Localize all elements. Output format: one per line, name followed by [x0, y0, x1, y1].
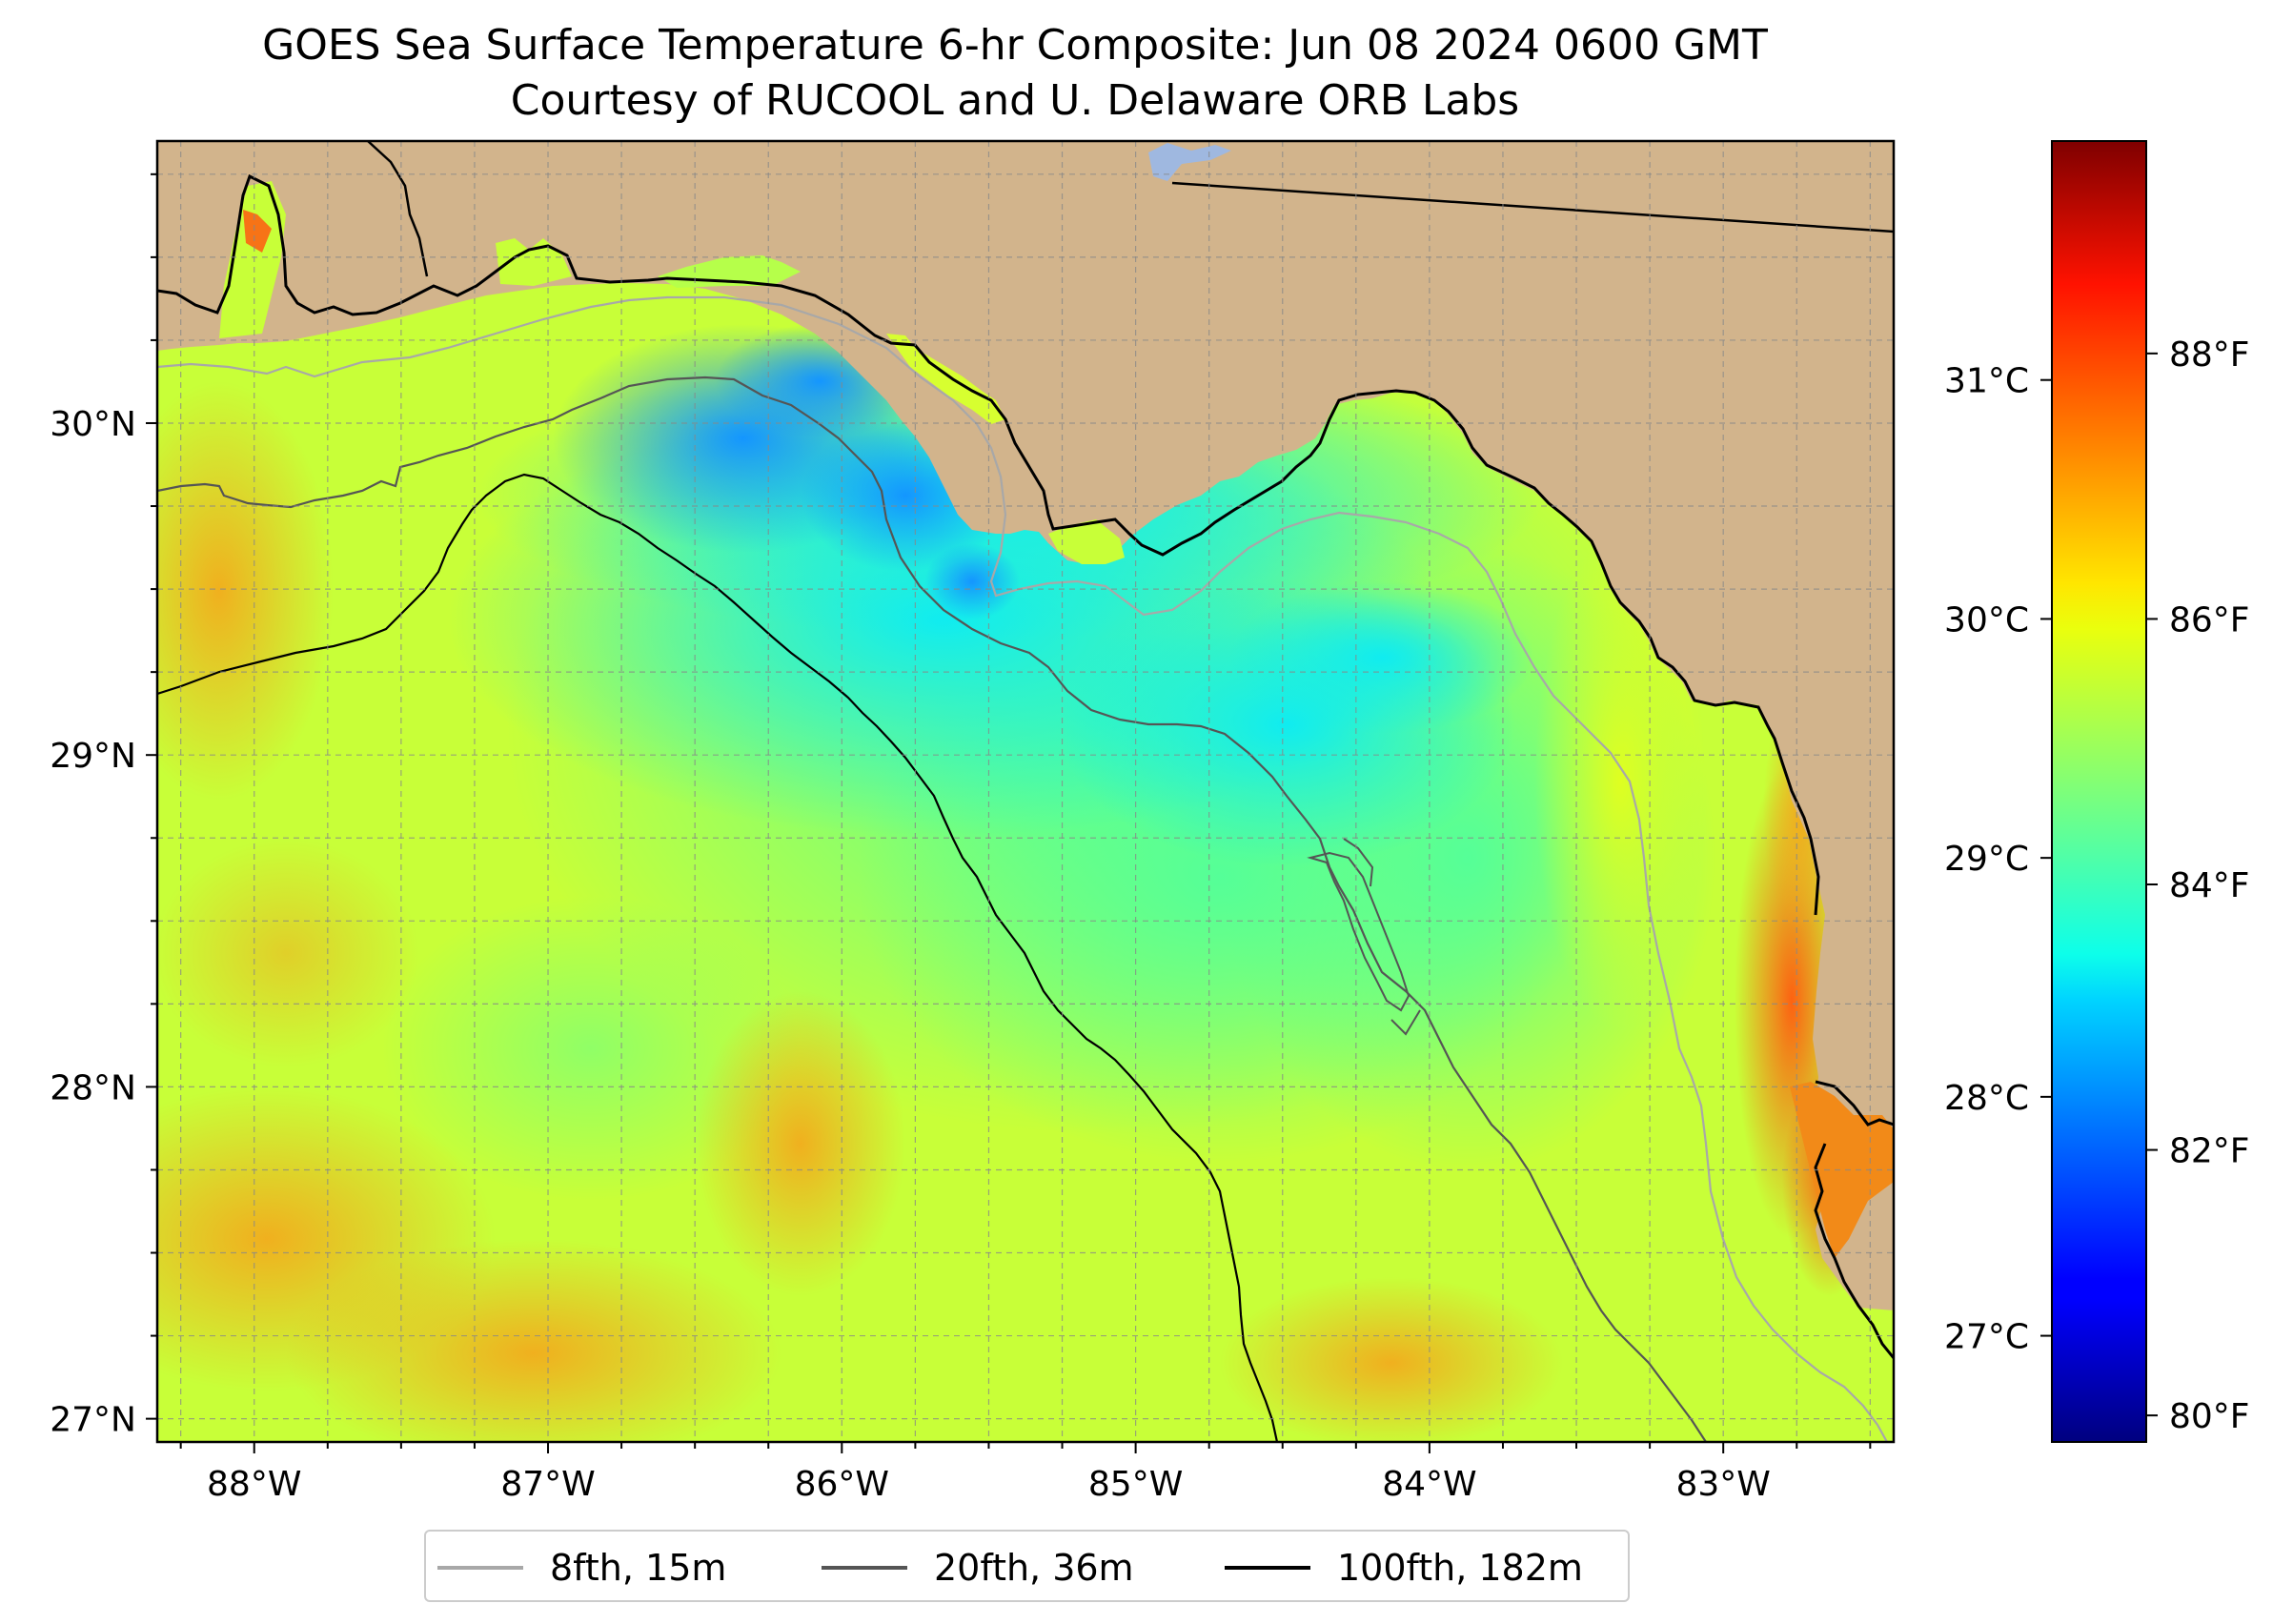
y-tick-label: 29°N [50, 737, 136, 776]
colorbar-ticks: 80°F 82°F 84°F 86°F 88°F 27°C 28°C 29°C 30°C 31°C [1944, 335, 2249, 1436]
colorbar-tick-label-c: 30°C [1944, 600, 2029, 639]
map-subtitle: Courtesy of RUCOOL and U. Delaware ORB L… [510, 76, 1520, 125]
x-tick-label: 83°W [1675, 1465, 1770, 1504]
lake [1148, 143, 1231, 181]
legend-label: 8fth, 15m [550, 1547, 727, 1589]
map-frame [155, 139, 1896, 1444]
colorbar-tick-label-f: 80°F [2169, 1397, 2250, 1436]
map-axes: 88°W 87°W 86°W 85°W 84°W 83°W 30°N 29°N 28°N 27°N [50, 173, 1872, 1504]
state-boundary-west [367, 141, 429, 277]
isobath-20fth [157, 376, 1707, 1442]
legend: 8fth, 15m 20fth, 36m 100fth, 182m [424, 1530, 1630, 1602]
st-andrews-bay [886, 334, 1005, 424]
isobath-8fth [157, 295, 1888, 1442]
x-tick-label: 85°W [1088, 1465, 1183, 1504]
pensacola-bay [496, 238, 572, 286]
x-tick-label: 87°W [500, 1465, 595, 1504]
colorbar-tick-label-f: 84°F [2169, 866, 2250, 905]
x-tick-label: 84°W [1382, 1465, 1476, 1504]
map-title: GOES Sea Surface Temperature 6-hr Compos… [262, 21, 1768, 70]
colorbar-tick-label-c: 31°C [1944, 362, 2029, 401]
legend-item-100fth: 100fth, 182m [1225, 1532, 1583, 1604]
colorbar-tick-label-c: 29°C [1944, 840, 2029, 879]
colorbar-tick-label-c: 28°C [1944, 1079, 2029, 1118]
land-mass [157, 141, 1894, 1310]
colorbar-tick-label-f: 88°F [2169, 335, 2250, 375]
gridlines [157, 141, 1894, 1442]
mobile-bay [219, 181, 286, 338]
colorbar-tick-label-f: 82°F [2169, 1132, 2250, 1171]
y-tick-label: 28°N [50, 1068, 136, 1107]
legend-item-20fth: 20fth, 36m [822, 1532, 1134, 1604]
colorbar-tick-label-c: 27°C [1944, 1318, 2029, 1357]
state-boundary [1171, 181, 1894, 233]
x-tick-label: 88°W [207, 1465, 301, 1504]
mobile-bay-warm [243, 210, 272, 253]
legend-swatch [1225, 1566, 1310, 1570]
isobath-100fth [157, 473, 1279, 1442]
y-tick-label: 27°N [50, 1401, 136, 1440]
x-tick-label: 86°W [795, 1465, 889, 1504]
apalachicola-bay [1048, 519, 1125, 564]
colorbar-tick-label-f: 86°F [2169, 600, 2250, 639]
legend-swatch [822, 1566, 907, 1570]
legend-item-8fth: 8fth, 15m [437, 1532, 726, 1604]
colorbar [2051, 140, 2147, 1443]
legend-label: 20fth, 36m [934, 1547, 1134, 1589]
y-tick-label: 30°N [50, 405, 136, 444]
isobath-20fth-islands [1307, 838, 1421, 1036]
coastline [157, 173, 1820, 916]
legend-label: 100fth, 182m [1337, 1547, 1583, 1589]
legend-swatch [437, 1566, 523, 1570]
coastline-tampa [1814, 1080, 1894, 1359]
